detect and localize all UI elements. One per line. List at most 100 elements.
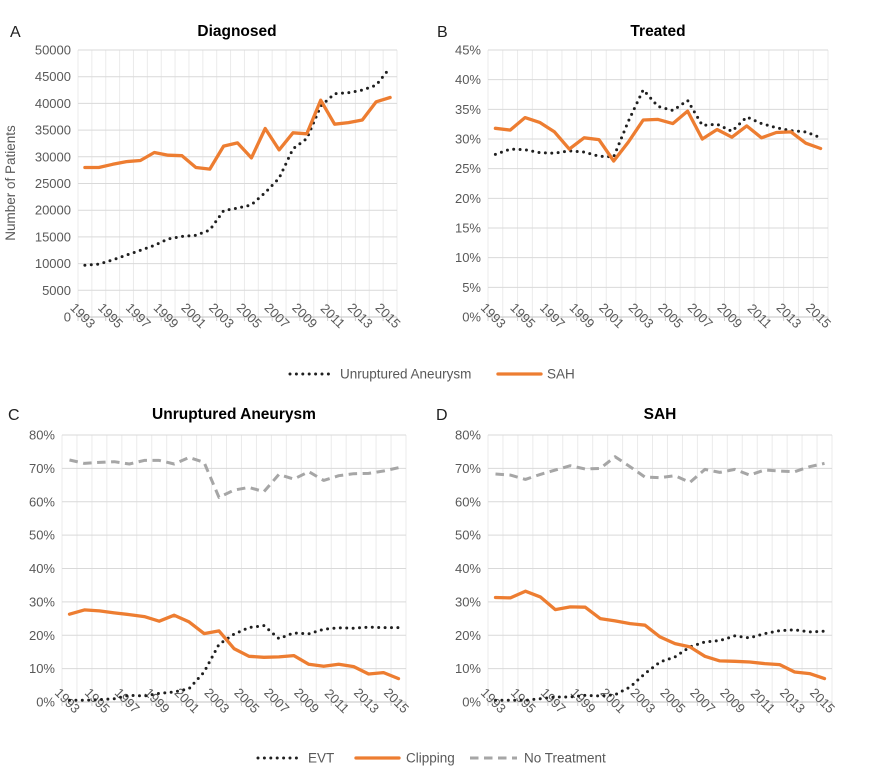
x-tick-label: 2015 [807, 685, 838, 716]
panel-title: Treated [630, 23, 685, 40]
x-tick-label: 2007 [261, 685, 292, 716]
y-tick-label: 45% [455, 43, 481, 58]
y-tick-label: 70% [455, 461, 481, 476]
y-tick-label: 40% [29, 561, 55, 576]
y-tick-label: 10% [455, 661, 481, 676]
y-tick-label: 80% [455, 428, 481, 443]
panel-a: 0 5000 10000 15000 20000 25000 30000 35000 40000… [3, 23, 404, 331]
x-tick-label: 1993 [478, 685, 509, 716]
series-no-treatment-line [69, 455, 399, 499]
y-tick-label: 5% [462, 280, 481, 295]
x-tick-label: 1997 [538, 685, 569, 716]
x-tick-label: 2005 [655, 300, 686, 331]
y-tick-label: 25000 [35, 176, 71, 191]
y-tick-label: 0% [462, 310, 481, 325]
legend-row-1: Unruptured Aneurysm SAH [288, 367, 575, 382]
legend-label: EVT [308, 751, 334, 766]
x-tick-label: 2001 [178, 300, 209, 331]
y-tick-label: 40% [455, 72, 481, 87]
y-tick-label: 0% [462, 695, 481, 710]
legend-row-2: EVT Clipping No Treatment [256, 751, 606, 766]
y-tick-label: 70% [29, 461, 55, 476]
panel-title: Diagnosed [197, 23, 276, 40]
x-tick-label: 2007 [262, 300, 293, 331]
y-tick-label: 50000 [35, 43, 71, 58]
y-tick-label: 20% [455, 628, 481, 643]
panel-letter: C [8, 407, 20, 424]
x-tick-label: 2007 [687, 685, 718, 716]
y-tick-label: 35% [455, 102, 481, 117]
x-tick-label: 1995 [507, 300, 538, 331]
series-sah-line [493, 109, 823, 163]
x-tick-label: 2003 [206, 300, 237, 331]
y-tick-label: 30% [455, 132, 481, 147]
x-tick-label: 1997 [123, 300, 154, 331]
series-clipping-line [493, 589, 827, 681]
panel-title: Unruptured Aneurysm [152, 406, 316, 423]
x-tick-label: 2001 [172, 685, 203, 716]
y-tick-label: 15% [455, 221, 481, 236]
x-tick-label: 2005 [234, 300, 265, 331]
series-sah-line [83, 95, 392, 171]
x-tick-label: 2013 [777, 685, 808, 716]
y-tick-label: 0% [36, 695, 55, 710]
y-tick-label: 10000 [35, 256, 71, 271]
panel-letter: B [437, 24, 448, 41]
y-tick-label: 40% [455, 561, 481, 576]
y-tick-label: 5000 [42, 283, 71, 298]
x-tick-label: 2003 [201, 685, 232, 716]
legend-label: Unruptured Aneurysm [340, 367, 471, 382]
y-tick-label: 45000 [35, 69, 71, 84]
x-tick-label: 1997 [112, 685, 143, 716]
x-tick-label: 1995 [95, 300, 126, 331]
x-tick-label: 1997 [537, 300, 568, 331]
x-tick-label: 2009 [289, 300, 320, 331]
x-tick-label: 2013 [345, 300, 376, 331]
x-tick-label: 2005 [657, 685, 688, 716]
x-tick-label: 2003 [627, 685, 658, 716]
y-tick-label: 30% [455, 594, 481, 609]
y-tick-label: 25% [455, 161, 481, 176]
panel-c: 0% 10% 20% 30% 40% 50% 60% 70% 80% 19931995199719… [8, 406, 412, 716]
y-tick-label: 40000 [35, 96, 71, 111]
x-tick-label: 2011 [745, 301, 775, 331]
panel-letter: A [10, 24, 21, 41]
panel-d: 0%10%20%30%40%50%60%70%80%19931995199719… [436, 406, 838, 716]
y-tick-label: 30000 [35, 149, 71, 164]
x-tick-label: 2013 [351, 685, 382, 716]
series-clipping-line [67, 608, 401, 681]
x-tick-label: 1999 [568, 685, 599, 716]
y-tick-label: 50% [455, 528, 481, 543]
x-tick-label: 2001 [596, 300, 627, 331]
x-tick-label: 2001 [598, 685, 629, 716]
y-tick-label: 20000 [35, 203, 71, 218]
panel-title: SAH [644, 406, 677, 423]
series-unruptured-aneurysm-line [83, 66, 392, 267]
x-tick-label: 2011 [322, 686, 352, 716]
y-tick-label: 20% [455, 191, 481, 206]
legend-label: Clipping [406, 751, 455, 766]
x-tick-label: 1999 [151, 300, 182, 331]
panel-letter: D [436, 407, 448, 424]
y-tick-label: 10% [455, 250, 481, 265]
y-tick-label: 50% [29, 528, 55, 543]
x-tick-label: 2013 [773, 300, 804, 331]
x-tick-label: 2015 [803, 300, 834, 331]
y-tick-label: 30% [29, 594, 55, 609]
y-tick-label: 60% [455, 494, 481, 509]
x-tick-label: 2003 [626, 300, 657, 331]
x-tick-label: 1993 [67, 300, 98, 331]
x-tick-label: 2009 [717, 685, 748, 716]
x-tick-label: 2007 [685, 300, 716, 331]
x-tick-label: 2009 [714, 300, 745, 331]
x-tick-label: 2011 [318, 301, 348, 331]
series-unruptured-aneurysm-line [493, 88, 823, 159]
x-tick-label: 1995 [82, 685, 113, 716]
y-tick-label: 60% [29, 494, 55, 509]
y-tick-label: 35000 [35, 123, 71, 138]
x-tick-label: 1993 [52, 685, 83, 716]
series-evt-line [68, 624, 400, 702]
panel-b: 0% 5% 10% 15% 20% 25% 30% 35% 40% 45% 199319951997… [437, 23, 834, 331]
